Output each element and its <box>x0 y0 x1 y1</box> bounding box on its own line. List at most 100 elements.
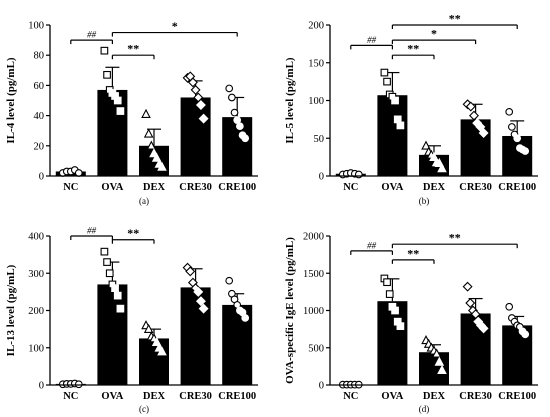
y-tick-label: 100 <box>28 343 44 354</box>
x-tick-label: CRE100 <box>218 391 256 402</box>
x-tick-label: NC <box>63 391 78 402</box>
y-tick-label: 1000 <box>303 306 324 317</box>
bar-dex <box>139 338 169 385</box>
data-point <box>391 96 399 105</box>
y-tick-label: 2000 <box>303 232 324 243</box>
data-point <box>505 107 514 116</box>
data-point <box>143 323 154 333</box>
y-tick-label: 400 <box>28 232 44 243</box>
x-tick-label: NC <box>343 391 358 402</box>
data-point <box>241 314 250 322</box>
data-point <box>241 134 250 143</box>
data-point <box>105 269 114 278</box>
data-point <box>470 309 481 320</box>
significance-label: ## <box>87 226 97 236</box>
data-point <box>230 108 239 117</box>
data-point <box>383 77 391 86</box>
data-point <box>198 303 209 314</box>
data-point <box>190 84 201 95</box>
data-point <box>100 247 109 256</box>
x-tick-label: OVA <box>381 182 403 193</box>
x-tick-label: CRE30 <box>179 182 212 193</box>
data-point <box>74 380 83 389</box>
bar-ova <box>97 89 128 176</box>
data-point <box>434 356 445 366</box>
panel-label: (d) <box>419 404 430 414</box>
data-point <box>143 128 154 138</box>
bar-ova <box>377 301 408 385</box>
bar-cre100 <box>502 135 533 176</box>
data-point <box>113 291 122 300</box>
data-point <box>157 161 167 171</box>
data-point <box>228 93 236 102</box>
data-point <box>151 336 162 347</box>
x-tick-label: DEX <box>143 182 166 193</box>
x-tick-label: CRE100 <box>218 182 256 193</box>
data-point <box>198 113 209 124</box>
data-point <box>521 330 530 339</box>
x-tick-label: NC <box>63 182 78 193</box>
data-point <box>193 286 204 297</box>
y-tick-label: 300 <box>28 269 44 280</box>
data-point <box>478 323 489 334</box>
bar-ova <box>97 284 128 385</box>
data-point <box>437 364 447 374</box>
data-point <box>103 258 111 266</box>
significance-label: ** <box>407 42 419 56</box>
significance-label: ## <box>367 240 377 250</box>
bar-dex <box>419 352 449 385</box>
x-tick-label: OVA <box>101 182 123 193</box>
y-tick-label: 0 <box>39 381 44 392</box>
y-axis-label: IL-5 level (pg/mL) <box>284 57 296 143</box>
data-point <box>396 121 405 130</box>
data-point <box>475 121 486 132</box>
significance-label: ## <box>87 30 97 40</box>
data-point <box>396 322 405 330</box>
data-point <box>462 281 473 292</box>
data-point <box>385 290 394 298</box>
y-tick-label: 500 <box>308 343 324 354</box>
y-axis-label: OVA-specific IgE level (pg/mL) <box>284 237 296 384</box>
panel-3: 0 100 200 300 400 IL-13 level (pg/mL) NC OVA DEX… <box>5 226 258 414</box>
data-point <box>437 163 447 173</box>
data-point <box>146 140 157 150</box>
panel-2: 0 50 100 150 200 IL-5 level (pg/mL) NC OVA DEX CR… <box>284 12 538 206</box>
bar-cre30 <box>460 119 491 176</box>
data-point <box>469 110 479 121</box>
x-tick-label: OVA <box>381 391 403 402</box>
data-point <box>111 284 119 293</box>
data-point <box>354 170 363 179</box>
y-tick-label: 200 <box>28 306 44 317</box>
x-tick-label: CRE30 <box>179 391 212 402</box>
data-point <box>116 304 125 313</box>
y-tick-label: 1500 <box>303 269 324 280</box>
panel-label: (c) <box>139 404 149 414</box>
data-point <box>465 298 476 309</box>
significance-label: ** <box>449 12 461 26</box>
data-point <box>478 127 489 138</box>
x-tick-label: CRE100 <box>498 391 536 402</box>
panel-label: (a) <box>139 196 149 206</box>
panel-4: 0 500 1000 1500 2000 OVA-specific IgE level (… <box>284 231 538 414</box>
x-tick-label: CRE30 <box>459 391 492 402</box>
y-tick-label: 20 <box>34 141 45 152</box>
data-point <box>195 296 206 307</box>
y-tick-label: 0 <box>319 172 324 183</box>
data-point <box>521 147 530 155</box>
bar-ova <box>377 95 408 176</box>
data-point <box>513 134 522 143</box>
data-point <box>141 108 151 118</box>
y-axis-label: IL-4 level (pg/mL) <box>5 57 17 143</box>
significance-label: ** <box>127 42 139 56</box>
data-point <box>195 100 206 111</box>
data-point <box>151 152 162 162</box>
significance-label: ** <box>127 226 139 240</box>
y-tick-label: 60 <box>34 81 45 92</box>
data-point <box>465 101 476 112</box>
panel-label: (b) <box>419 196 430 206</box>
data-point <box>505 302 514 311</box>
y-tick-label: 0 <box>39 172 44 183</box>
x-tick-label: CRE30 <box>459 182 492 193</box>
